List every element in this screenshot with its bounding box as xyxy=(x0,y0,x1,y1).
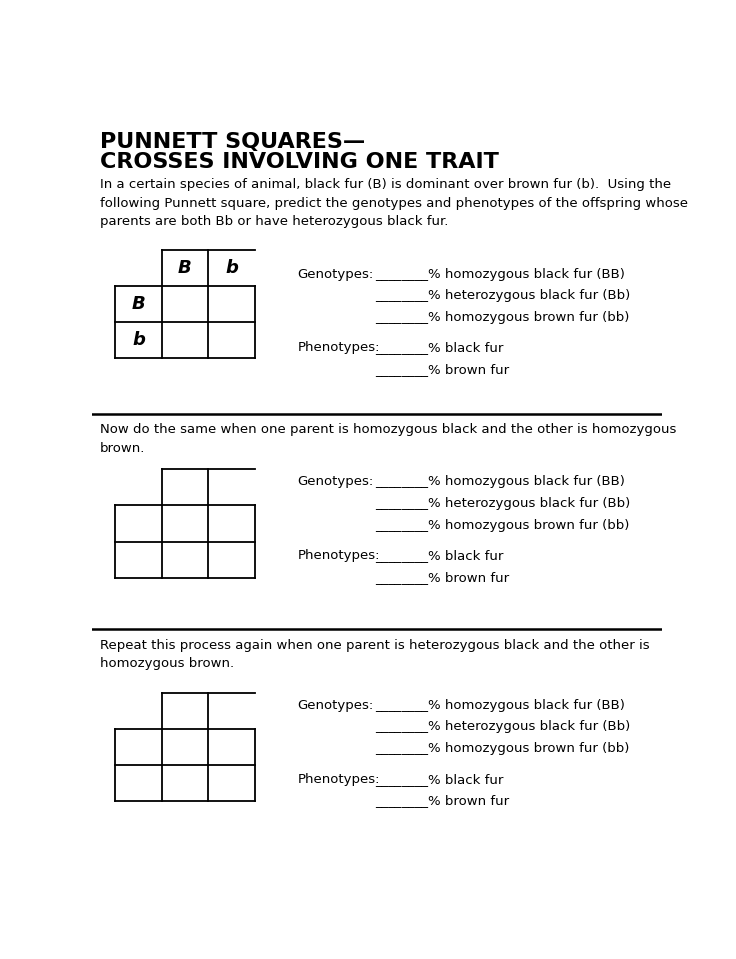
Text: ________% brown fur: ________% brown fur xyxy=(375,794,509,807)
Text: Now do the same when one parent is homozygous black and the other is homozygous
: Now do the same when one parent is homoz… xyxy=(100,423,676,455)
Text: ________% brown fur: ________% brown fur xyxy=(375,571,509,584)
Text: In a certain species of animal, black fur (B) is dominant over brown fur (b).  U: In a certain species of animal, black fu… xyxy=(100,178,687,228)
Text: ________% homozygous brown fur (bb): ________% homozygous brown fur (bb) xyxy=(375,742,629,755)
Text: ________% black fur: ________% black fur xyxy=(375,341,503,355)
Text: ________% heterozygous black fur (Bb): ________% heterozygous black fur (Bb) xyxy=(375,720,630,734)
Text: PUNNETT SQUARES—: PUNNETT SQUARES— xyxy=(100,132,365,152)
Text: ________% brown fur: ________% brown fur xyxy=(375,363,509,376)
Text: ________% heterozygous black fur (Bb): ________% heterozygous black fur (Bb) xyxy=(375,289,630,302)
Text: b: b xyxy=(132,331,145,349)
Text: Genotypes:: Genotypes: xyxy=(297,699,374,712)
Text: CROSSES INVOLVING ONE TRAIT: CROSSES INVOLVING ONE TRAIT xyxy=(100,152,498,172)
Text: Genotypes:: Genotypes: xyxy=(297,476,374,488)
Text: b: b xyxy=(225,259,238,277)
Text: Phenotypes:: Phenotypes: xyxy=(297,341,380,355)
Text: ________% homozygous brown fur (bb): ________% homozygous brown fur (bb) xyxy=(375,519,629,531)
Text: ________% homozygous black fur (BB): ________% homozygous black fur (BB) xyxy=(375,268,625,281)
Text: ________% homozygous black fur (BB): ________% homozygous black fur (BB) xyxy=(375,699,625,712)
Text: Genotypes:: Genotypes: xyxy=(297,268,374,281)
Text: ________% heterozygous black fur (Bb): ________% heterozygous black fur (Bb) xyxy=(375,497,630,510)
Text: ________% homozygous black fur (BB): ________% homozygous black fur (BB) xyxy=(375,476,625,488)
Text: Phenotypes:: Phenotypes: xyxy=(297,773,380,785)
Text: Repeat this process again when one parent is heterozygous black and the other is: Repeat this process again when one paren… xyxy=(100,639,649,670)
Text: B: B xyxy=(178,259,192,277)
Text: ________% homozygous brown fur (bb): ________% homozygous brown fur (bb) xyxy=(375,311,629,323)
Text: Phenotypes:: Phenotypes: xyxy=(297,550,380,562)
Text: ________% black fur: ________% black fur xyxy=(375,550,503,562)
Text: B: B xyxy=(132,295,146,314)
Text: ________% black fur: ________% black fur xyxy=(375,773,503,785)
